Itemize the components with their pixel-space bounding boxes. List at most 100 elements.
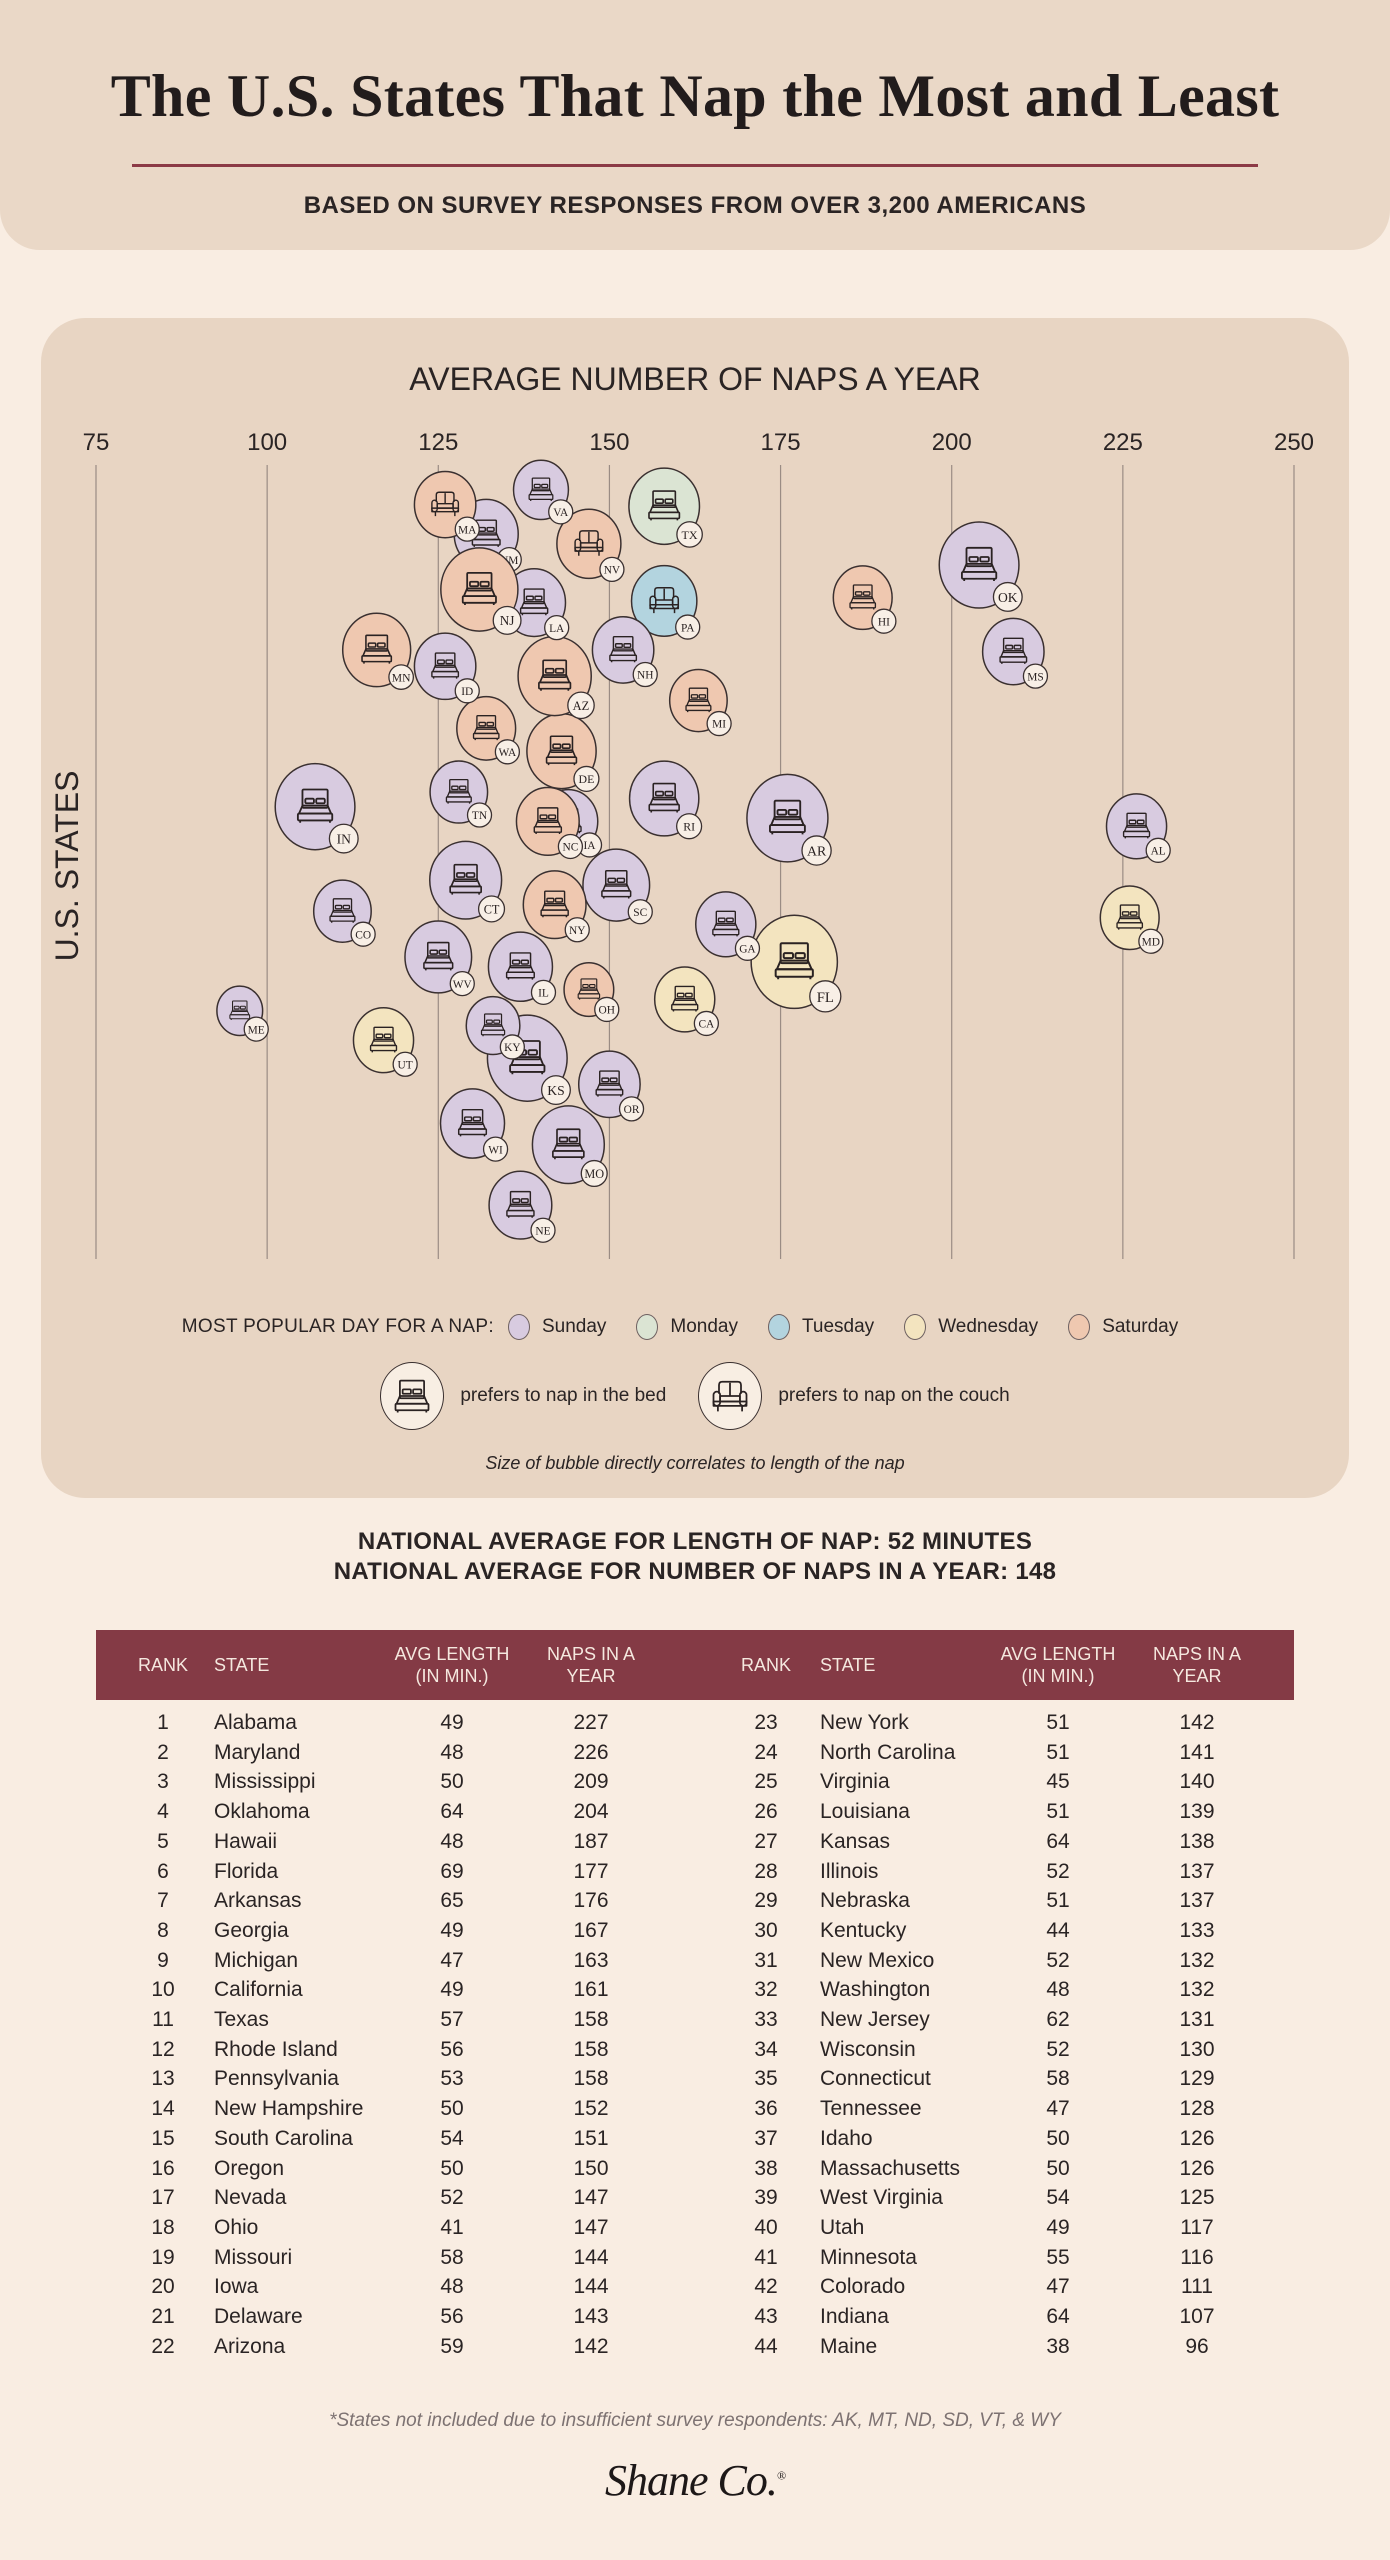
naps-cell: 177	[573, 1859, 609, 1883]
bubble-ky: KY	[465, 995, 525, 1060]
bed-icon	[999, 637, 1028, 664]
bubble-chart: AVERAGE NUMBER OF NAPS A YEAR U.S. STATES…	[49, 361, 1314, 1259]
state-cell: Oklahoma	[214, 1800, 310, 1824]
bed-icon	[960, 546, 998, 582]
bubble-mn: MN	[341, 612, 415, 690]
state-cell: West Virginia	[820, 2186, 943, 2210]
naps-cell: 131	[1179, 2008, 1215, 2031]
naps-cell: 143	[573, 2305, 609, 2328]
state-abbr: IN	[337, 832, 352, 847]
length-cell: 64	[1046, 2305, 1070, 2328]
length-cell: 56	[440, 2305, 464, 2328]
bed-icon	[528, 477, 554, 501]
rank-cell: 8	[157, 1918, 169, 1942]
bed-icon	[329, 898, 356, 923]
rank-cell: 6	[157, 1859, 169, 1883]
bed-icon	[774, 942, 814, 980]
column-header: AVG LENGTH (IN MIN.)	[1000, 1644, 1116, 1686]
length-cell: 58	[440, 2245, 464, 2269]
state-badge	[706, 710, 732, 737]
length-cell: 50	[440, 1770, 464, 1794]
length-cell: 58	[1046, 2067, 1070, 2091]
naps-cell: 137	[1179, 1889, 1215, 1913]
state-cell: Tennessee	[820, 2097, 922, 2121]
state-cell: Virginia	[820, 1770, 890, 1794]
state-cell: Mississippi	[214, 1770, 316, 1794]
legend-day-sunday: Sunday	[507, 1314, 607, 1340]
bubble-ca: CA	[653, 966, 720, 1037]
rank-cell: 17	[151, 2186, 175, 2210]
state-badge	[243, 1016, 269, 1042]
bubble-ut: UT	[352, 1007, 418, 1077]
state-abbr: ME	[248, 1024, 265, 1036]
column-header: RANK	[137, 1655, 188, 1675]
state-badge	[494, 739, 521, 765]
state-abbr: WI	[488, 1144, 503, 1156]
naps-cell: 152	[573, 2097, 609, 2121]
naps-cell: 144	[573, 2275, 609, 2299]
bed-icon	[519, 588, 549, 616]
rank-cell: 42	[754, 2275, 778, 2299]
state-abbr: AR	[807, 844, 827, 859]
rank-cell: 37	[754, 2126, 778, 2150]
state-abbr: GA	[739, 944, 756, 956]
length-cell: 47	[1046, 2275, 1070, 2299]
state-abbr: CA	[698, 1019, 715, 1031]
state-cell: New York	[820, 1711, 909, 1734]
length-cell: 50	[440, 2156, 464, 2180]
bubble-ne: NE	[488, 1170, 556, 1243]
length-cell: 49	[440, 1978, 464, 2002]
rank-cell: 31	[754, 1948, 778, 1972]
naps-cell: 209	[573, 1770, 609, 1794]
bubble-de: DE	[526, 713, 600, 792]
state-badge	[499, 1034, 525, 1060]
naps-cell: 137	[1179, 1859, 1215, 1883]
state-abbr: MI	[712, 719, 726, 731]
naps-cell: 204	[573, 1800, 609, 1824]
state-badge	[1022, 663, 1049, 689]
legend-bed-label: prefers to nap in the bed	[460, 1385, 667, 1406]
bubble-ny: NY	[522, 870, 590, 943]
state-abbr: AZ	[573, 699, 590, 713]
legend-day-wednesday: Wednesday	[904, 1314, 1038, 1340]
length-cell: 47	[440, 1948, 464, 1972]
legend-day-monday: Monday	[636, 1314, 738, 1340]
x-tick-label: 225	[1103, 429, 1143, 456]
state-cell: Alabama	[214, 1711, 297, 1734]
naps-cell: 117	[1180, 2215, 1214, 2239]
bubble-al: AL	[1105, 793, 1171, 863]
rank-cell: 10	[151, 1978, 175, 2002]
rank-cell: 11	[152, 2008, 174, 2031]
bubble-mi: MI	[668, 668, 732, 737]
state-abbr: WV	[453, 979, 473, 991]
naps-cell: 111	[1181, 2275, 1213, 2299]
bed-icon	[1116, 904, 1144, 930]
state-abbr: MD	[1142, 936, 1160, 948]
bubble-ms: MS	[981, 617, 1049, 689]
state-cell: Louisiana	[820, 1800, 910, 1824]
bubble-oh: OH	[563, 962, 620, 1023]
bed-icon	[540, 890, 569, 918]
state-badge	[530, 1217, 556, 1243]
rank-cell: 18	[151, 2215, 175, 2239]
state-abbr: VA	[553, 507, 569, 519]
naps-cell: 226	[573, 1740, 609, 1764]
state-badge	[482, 1136, 509, 1162]
naps-cell: 150	[573, 2156, 609, 2180]
state-abbr: RI	[683, 820, 695, 834]
bed-icon	[552, 1128, 585, 1160]
table-header: RANK STATE AVG LENGTH (IN MIN.) NAPS IN A YEA…	[96, 1630, 1294, 1700]
naps-cell: 125	[1179, 2186, 1215, 2210]
state-badge	[801, 835, 832, 866]
legend-day-label: Sunday	[541, 1316, 607, 1337]
x-tick-label: 125	[418, 429, 458, 456]
state-badge	[449, 970, 475, 997]
length-cell: 48	[440, 1740, 464, 1764]
state-abbr: NH	[637, 670, 653, 682]
bubble-ct: CT	[428, 840, 506, 923]
state-badge	[544, 615, 570, 641]
state-abbr: AL	[1151, 846, 1166, 858]
bed-icon	[609, 635, 638, 663]
state-badge	[466, 802, 493, 828]
naps-cell: 126	[1179, 2126, 1215, 2150]
